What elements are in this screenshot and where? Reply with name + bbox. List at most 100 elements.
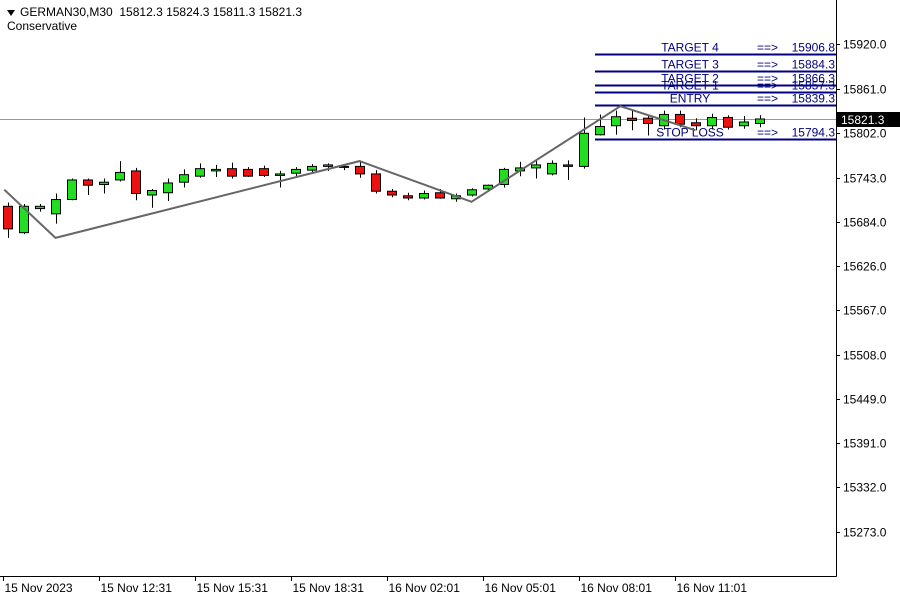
- candle-body: [179, 174, 189, 183]
- candle: [83, 178, 93, 196]
- candle-body: [227, 168, 237, 177]
- candle: [755, 115, 765, 128]
- candle: [163, 178, 173, 202]
- x-tick-label: 15 Nov 12:31: [101, 581, 173, 595]
- candle-body: [371, 173, 381, 192]
- x-tick-label: 16 Nov 08:01: [581, 581, 653, 595]
- y-tick-label: 15449.0: [843, 393, 887, 407]
- candle: [691, 118, 701, 131]
- candle: [563, 160, 573, 180]
- candle-body: [115, 171, 125, 181]
- candle: [259, 165, 269, 177]
- candle: [387, 188, 397, 198]
- candle: [723, 115, 733, 130]
- candle: [67, 178, 77, 201]
- candle: [211, 164, 221, 177]
- candle: [147, 188, 157, 208]
- candle-body: [547, 162, 557, 175]
- price-tag-label: 15821.3: [841, 113, 885, 127]
- candle: [739, 115, 749, 129]
- y-tick-label: 15743.0: [843, 172, 887, 186]
- candle: [227, 162, 237, 179]
- x-tick-label: 15 Nov 15:31: [197, 581, 269, 595]
- x-axis-labels: 15 Nov 2023 15 Nov 12:31 15 Nov 15:31 15 No…: [3, 576, 747, 595]
- candle: [131, 167, 141, 201]
- candle-body: [483, 184, 493, 190]
- candle-body: [707, 116, 717, 127]
- candle: [547, 160, 557, 176]
- level-name: TARGET 2: [661, 72, 719, 86]
- candle-body: [643, 117, 653, 124]
- y-tick-label: 15567.0: [843, 304, 887, 318]
- candle: [35, 204, 45, 212]
- level-value: 15839.3: [792, 92, 836, 106]
- candle-body: [275, 173, 285, 176]
- y-axis-labels: 15920.0 15861.0 15802.0 15743.0 15684.0 15626…: [836, 38, 887, 540]
- chart-header: GERMAN30,M30 15812.3 15824.3 15811.3 158…: [7, 5, 302, 19]
- y-tick-label: 15391.0: [843, 437, 887, 451]
- candle-body: [627, 117, 637, 121]
- candle: [179, 169, 189, 188]
- candle-body: [211, 168, 221, 172]
- candle-body: [403, 195, 413, 199]
- candle: [371, 170, 381, 194]
- candle-body: [419, 193, 429, 199]
- level-value: 15794.3: [792, 126, 836, 140]
- candle-body: [435, 192, 445, 199]
- level-name: STOP LOSS: [656, 126, 724, 140]
- level-value: 15884.3: [792, 58, 836, 72]
- y-tick-label: 15802.0: [843, 127, 887, 141]
- level-name: ENTRY: [670, 92, 710, 106]
- candle-body: [243, 168, 253, 177]
- candle-body: [3, 205, 13, 230]
- level-value: 15906.8: [792, 41, 836, 55]
- y-tick-label: 15861.0: [843, 83, 887, 97]
- candle-body: [163, 182, 173, 194]
- candle: [643, 115, 653, 136]
- candle-body: [739, 121, 749, 127]
- x-tick-label: 15 Nov 18:31: [293, 581, 365, 595]
- chart-axes: [0, 0, 837, 577]
- candle-body: [611, 116, 621, 127]
- candle: [355, 161, 365, 178]
- current-price-tag: 15821.3: [837, 112, 900, 127]
- candle-body: [99, 181, 109, 185]
- dropdown-triangle-icon[interactable]: [7, 9, 15, 16]
- candle: [531, 160, 541, 179]
- x-tick-label: 16 Nov 02:01: [389, 581, 461, 595]
- candle-body: [51, 199, 61, 215]
- candle: [291, 167, 301, 177]
- level-value: 15866.3: [792, 72, 836, 86]
- level-arrow: ==>: [757, 79, 778, 93]
- candle: [3, 202, 13, 238]
- candle: [275, 170, 285, 188]
- candle-body: [195, 168, 205, 177]
- level-name: TARGET 4: [661, 41, 719, 55]
- candle-body: [67, 179, 77, 201]
- y-tick-label: 15332.0: [843, 481, 887, 495]
- level-arrow: ==>: [757, 126, 778, 140]
- candle: [195, 163, 205, 178]
- candle-body: [323, 164, 333, 167]
- candle-body: [691, 122, 701, 127]
- y-tick-label: 15920.0: [843, 38, 887, 52]
- candle-body: [307, 165, 317, 171]
- level-value: 15857.3: [792, 79, 836, 93]
- candle-body: [291, 168, 301, 174]
- candle-body: [83, 179, 93, 186]
- candle-body: [35, 205, 45, 210]
- level-name: TARGET 3: [661, 58, 719, 72]
- candle: [707, 113, 717, 130]
- candle-body: [595, 125, 605, 136]
- candle: [51, 193, 61, 224]
- strategy-label: Conservative: [7, 19, 78, 33]
- candle: [627, 109, 637, 131]
- candle: [243, 167, 253, 177]
- candle-body: [147, 189, 157, 196]
- candle-body: [579, 132, 589, 167]
- candle-body: [755, 118, 765, 124]
- candle: [579, 117, 589, 169]
- candle: [499, 167, 509, 188]
- candle: [99, 178, 109, 194]
